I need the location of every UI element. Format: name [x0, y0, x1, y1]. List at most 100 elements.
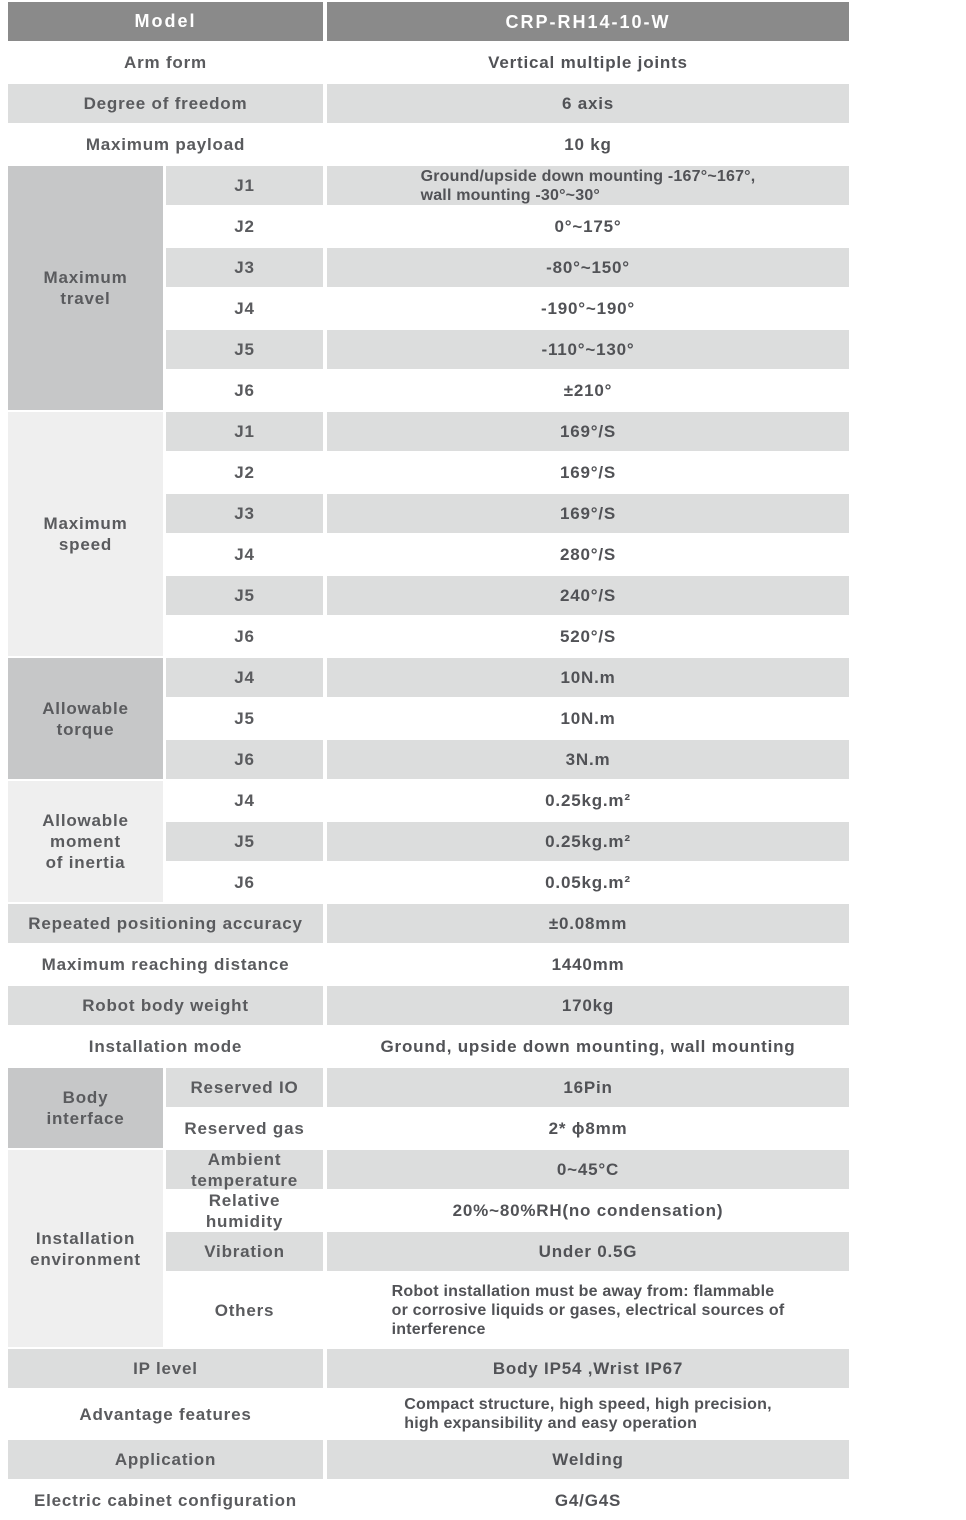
row-value: Ground, upside down mounting, wall mount…	[327, 1027, 849, 1066]
header-row: Model CRP-RH14-10-W	[8, 2, 849, 41]
table-row: Robot body weight 170kg	[8, 986, 849, 1025]
row-value: 0~45°C	[327, 1150, 849, 1189]
section-allowable-torque: Allowable torque J4 10N.m J5 10N.m J6 3N…	[8, 658, 849, 779]
joint-label: J4	[166, 781, 323, 820]
row-value: 2* ϕ8mm	[327, 1109, 849, 1148]
table-row: J6 0.05kg.m²	[166, 863, 849, 902]
row-label: Advantage features	[8, 1390, 323, 1438]
row-label: IP level	[8, 1349, 323, 1388]
table-row: Others Robot installation must be away f…	[166, 1273, 849, 1347]
table-row: Reserved IO 16Pin	[166, 1068, 849, 1107]
row-label: Maximum reaching distance	[8, 945, 323, 984]
table-row: Application Welding	[8, 1440, 849, 1479]
table-row: Advantage features Compact structure, hi…	[8, 1390, 849, 1438]
row-value: 0.05kg.m²	[327, 863, 849, 902]
joint-label: J3	[166, 248, 323, 287]
joint-label: J2	[166, 453, 323, 492]
row-value: 169°/S	[327, 494, 849, 533]
table-row: Ambient temperature 0~45°C	[166, 1150, 849, 1190]
row-value: 1440mm	[327, 945, 849, 984]
row-value: -80°~150°	[327, 248, 849, 287]
row-value: Robot installation must be away from: fl…	[327, 1273, 849, 1347]
row-label: Robot body weight	[8, 986, 323, 1025]
joint-label: J6	[166, 863, 323, 902]
row-label: Maximum payload	[8, 125, 323, 164]
row-value: 520°/S	[327, 617, 849, 656]
row-label: Reserved gas	[166, 1109, 323, 1148]
row-label: Ambient temperature	[166, 1150, 323, 1190]
row-label: Reserved IO	[166, 1068, 323, 1107]
table-row: J6 3N.m	[166, 740, 849, 779]
row-label: Degree of freedom	[8, 84, 323, 123]
row-value: Under 0.5G	[327, 1232, 849, 1271]
row-label: Relative humidity	[166, 1191, 323, 1231]
row-label: Installation mode	[8, 1027, 323, 1066]
row-value: -110°~130°	[327, 330, 849, 369]
joint-label: J1	[166, 166, 323, 205]
table-row: Reserved gas 2* ϕ8mm	[166, 1109, 849, 1148]
row-value: 6 axis	[327, 84, 849, 123]
joint-label: J6	[166, 740, 323, 779]
table-row: J5 0.25kg.m²	[166, 822, 849, 861]
spec-table: Model CRP-RH14-10-W Arm form Vertical mu…	[8, 2, 849, 1520]
table-row: Relative humidity 20%~80%RH(no condensat…	[166, 1191, 849, 1231]
row-value: ±210°	[327, 371, 849, 410]
table-row: Installation mode Ground, upside down mo…	[8, 1027, 849, 1066]
row-value: 169°/S	[327, 412, 849, 451]
table-row: Maximum payload 10 kg	[8, 125, 849, 164]
group-label: Installation environment	[8, 1150, 163, 1347]
section-allowable-inertia: Allowable moment of inertia J4 0.25kg.m²…	[8, 781, 849, 902]
row-label: Repeated positioning accuracy	[8, 904, 323, 943]
table-row: J2 169°/S	[166, 453, 849, 492]
row-value: Welding	[327, 1440, 849, 1479]
group-label: Maximum speed	[8, 412, 163, 656]
group-label: Allowable moment of inertia	[8, 781, 163, 902]
table-row: J4 0.25kg.m²	[166, 781, 849, 820]
row-value: Ground/upside down mounting -167°~167°, …	[327, 166, 849, 205]
row-value: 10 kg	[327, 125, 849, 164]
row-label: Vibration	[166, 1232, 323, 1271]
joint-label: J4	[166, 289, 323, 328]
group-label: Body interface	[8, 1068, 163, 1148]
joint-label: J5	[166, 699, 323, 738]
joint-label: J6	[166, 371, 323, 410]
joint-label: J5	[166, 330, 323, 369]
page: { "colors": { "header_bg": "#8a8a8a", "h…	[8, 2, 849, 1510]
table-row: J5 -110°~130°	[166, 330, 849, 369]
joint-label: J5	[166, 576, 323, 615]
table-row: J5 10N.m	[166, 699, 849, 738]
table-row: Repeated positioning accuracy ±0.08mm	[8, 904, 849, 943]
table-row: Degree of freedom 6 axis	[8, 84, 849, 123]
group-label: Maximum travel	[8, 166, 163, 410]
section-body-interface: Body interface Reserved IO 16Pin Reserve…	[8, 1068, 849, 1148]
table-row: J1 169°/S	[166, 412, 849, 451]
row-value: 240°/S	[327, 576, 849, 615]
joint-label: J4	[166, 658, 323, 697]
row-value: 10N.m	[327, 658, 849, 697]
row-value: 169°/S	[327, 453, 849, 492]
joint-label: J2	[166, 207, 323, 246]
joint-label: J5	[166, 822, 323, 861]
section-max-travel: Maximum travel J1 Ground/upside down mou…	[8, 166, 849, 410]
row-value: 16Pin	[327, 1068, 849, 1107]
row-label: Arm form	[8, 43, 323, 82]
joint-label: J4	[166, 535, 323, 574]
header-label: Model	[8, 2, 323, 41]
joint-label: J6	[166, 617, 323, 656]
table-row: J5 240°/S	[166, 576, 849, 615]
table-row: J6 520°/S	[166, 617, 849, 656]
section-max-speed: Maximum speed J1 169°/S J2 169°/S J3 169…	[8, 412, 849, 656]
table-row: J6 ±210°	[166, 371, 849, 410]
joint-label: J1	[166, 412, 323, 451]
table-row: J1 Ground/upside down mounting -167°~167…	[166, 166, 849, 205]
table-row: IP level Body IP54 ,Wrist IP67	[8, 1349, 849, 1388]
row-value: 0.25kg.m²	[327, 781, 849, 820]
row-value: Compact structure, high speed, high prec…	[327, 1390, 849, 1438]
row-value: 3N.m	[327, 740, 849, 779]
table-row: Electric cabinet configuration G4/G4S	[8, 1481, 849, 1520]
table-row: J2 0°~175°	[166, 207, 849, 246]
row-value: 20%~80%RH(no condensation)	[327, 1191, 849, 1230]
row-value: 0.25kg.m²	[327, 822, 849, 861]
row-value: G4/G4S	[327, 1481, 849, 1520]
table-row: J3 -80°~150°	[166, 248, 849, 287]
